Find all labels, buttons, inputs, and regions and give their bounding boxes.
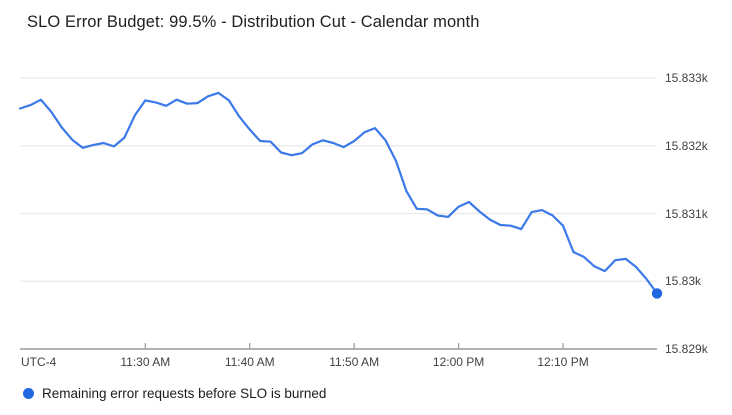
x-axis-timezone-label: UTC-4: [21, 355, 57, 369]
x-axis-tick-label: 11:40 AM: [224, 355, 275, 369]
x-axis-tick-label: 11:50 AM: [329, 355, 380, 369]
x-axis-tick-label: 12:10 PM: [537, 355, 589, 369]
y-axis-tick-label: 15.829k: [665, 342, 708, 356]
y-axis-tick-label: 15.832k: [665, 138, 708, 153]
y-axis-tick-label: 15.83k: [665, 274, 702, 289]
x-axis-tick-label: 11:30 AM: [120, 355, 171, 369]
legend-series-label: Remaining error requests before SLO is b…: [42, 386, 327, 401]
legend-item[interactable]: Remaining error requests before SLO is b…: [23, 386, 326, 401]
legend-series-dot-icon: [23, 388, 34, 399]
x-axis-tick-label: 12:00 PM: [432, 355, 485, 369]
series-end-point-marker: [651, 288, 663, 299]
chart-title: SLO Error Budget: 99.5% - Distribution C…: [27, 13, 480, 31]
y-axis-tick-label: 15.831k: [665, 206, 708, 221]
y-axis-tick-label: 15.833k: [665, 71, 708, 85]
series-line: [18, 91, 659, 295]
